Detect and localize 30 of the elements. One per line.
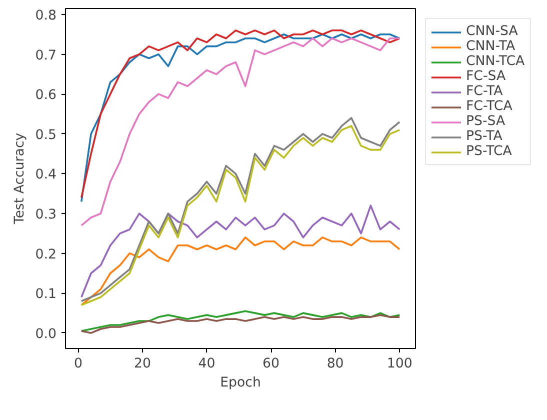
legend-label: FC-TCA <box>466 99 512 114</box>
x-tick-label: 60 <box>262 356 280 372</box>
line-series <box>80 204 400 298</box>
y-tick-label: 0.0 <box>35 326 57 342</box>
y-tick-label: 0.4 <box>35 168 57 183</box>
y-tick-label: 0.3 <box>35 208 57 223</box>
legend-label: PS-TA <box>466 129 502 144</box>
y-tick-label: 0.1 <box>35 287 57 302</box>
x-tick-label: 80 <box>326 356 344 372</box>
legend-label: CNN-TA <box>466 39 516 54</box>
line-series <box>80 314 400 334</box>
legend-label: FC-TA <box>466 84 503 99</box>
x-tick-label: 0 <box>74 356 82 372</box>
y-tick-label: 0.6 <box>35 88 57 104</box>
line-series <box>80 236 400 306</box>
y-tick-label: 0.2 <box>35 247 57 262</box>
legend-label: CNN-SA <box>466 24 518 39</box>
y-axis-title: Test Accuracy <box>12 132 28 226</box>
x-tick-label: 20 <box>134 356 151 372</box>
y-tick-label: 0.5 <box>35 128 57 143</box>
x-axis-title: Epoch <box>220 376 261 390</box>
legend-label: PS-TCA <box>466 144 512 159</box>
legend-label: FC-SA <box>466 69 506 84</box>
legend-label: PS-SA <box>466 114 506 129</box>
line-series <box>80 310 400 332</box>
x-tick-label: 40 <box>198 356 216 372</box>
y-tick-label: 0.7 <box>35 48 57 64</box>
y-tick-label: 0.8 <box>35 8 57 24</box>
x-tick-label: 100 <box>386 356 412 372</box>
legend-label: CNN-TCA <box>466 54 525 69</box>
